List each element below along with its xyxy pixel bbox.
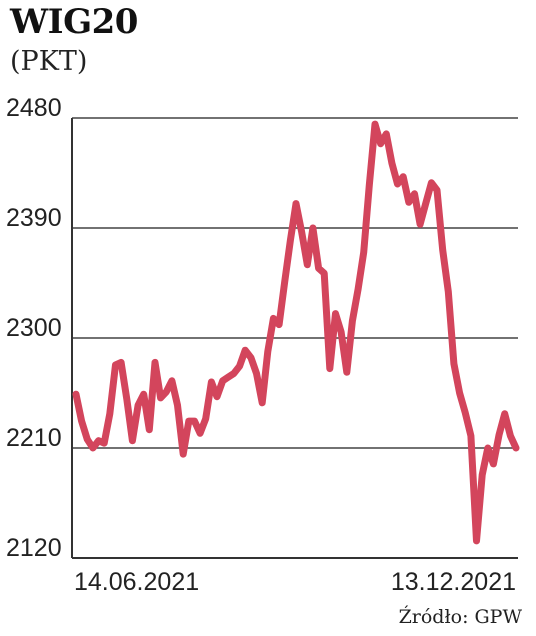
y-tick-label: 2480 bbox=[6, 94, 62, 122]
y-tick-label: 2390 bbox=[6, 204, 62, 232]
y-tick-labels: 2480 2390 2300 2210 2120 bbox=[6, 94, 62, 562]
series-line bbox=[72, 120, 520, 545]
y-tick-label: 2210 bbox=[6, 424, 62, 452]
y-tick-label: 2300 bbox=[6, 314, 62, 342]
source-label: Źródło: GPW bbox=[398, 606, 522, 628]
chart-title: WIG20 bbox=[10, 2, 138, 42]
y-tick-label: 2120 bbox=[6, 534, 62, 562]
x-tick-label-end: 13.12.2021 bbox=[391, 568, 516, 596]
x-tick-label-start: 14.06.2021 bbox=[74, 568, 199, 596]
chart-subtitle: (PKT) bbox=[10, 46, 88, 77]
